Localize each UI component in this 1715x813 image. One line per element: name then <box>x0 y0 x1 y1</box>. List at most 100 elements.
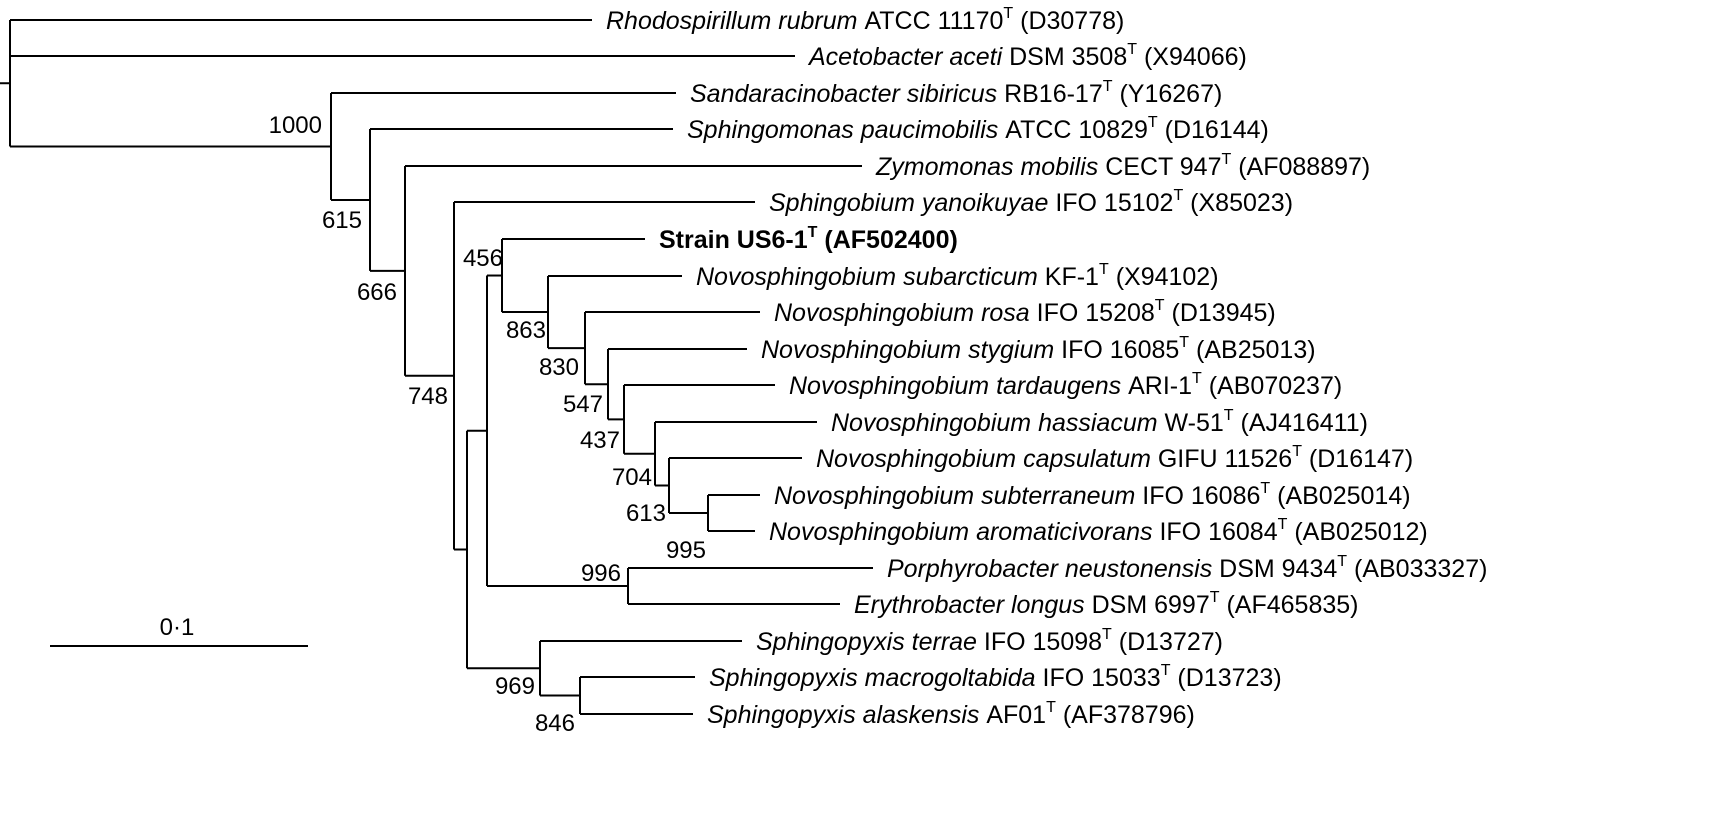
taxon-species: Novosphingobium hassiacum <box>831 409 1165 437</box>
taxon-label-nsubter: Novosphingobium subterraneum IFO 16086T … <box>774 480 1411 510</box>
taxon-strain: AF01 <box>986 701 1046 729</box>
bootstrap-n704: 704 <box>612 464 652 491</box>
taxon-strain: ARI-1 <box>1128 372 1192 400</box>
taxon-species: Zymomonas mobilis <box>875 153 1105 181</box>
taxon-accession: (AF378796) <box>1056 701 1195 729</box>
taxon-species: Sphingobium yanoikuyae <box>769 189 1055 217</box>
type-strain-marker: T <box>1099 261 1109 278</box>
taxon-accession: (D30778) <box>1013 7 1124 35</box>
taxon-strain: ATCC 10829 <box>1005 116 1148 144</box>
taxon-strain: GIFU 11526 <box>1158 445 1292 473</box>
taxon-strain: IFO 16086 <box>1142 482 1260 510</box>
type-strain-marker: T <box>1173 187 1183 204</box>
taxon-strain: W-51 <box>1165 409 1224 437</box>
taxon-accession: (X94066) <box>1137 43 1247 71</box>
taxon-labels: Rhodospirillum rubrum ATCC 11170T (D3077… <box>606 5 1487 729</box>
taxon-label-zymo: Zymomonas mobilis CECT 947T (AF088897) <box>875 151 1370 181</box>
taxon-label-spalas: Sphingopyxis alaskensis AF01T (AF378796) <box>707 699 1195 729</box>
taxon-species: Sphingomonas paucimobilis <box>687 116 1005 144</box>
taxon-label-nsubarc: Novosphingobium subarcticum KF-1T (X9410… <box>696 261 1219 291</box>
taxon-strain: CECT 947 <box>1105 153 1221 181</box>
taxon-label-nhass: Novosphingobium hassiacum W-51T (AJ41641… <box>831 407 1368 437</box>
bootstrap-n748: 748 <box>408 383 448 410</box>
taxon-strain: IFO 15098 <box>984 628 1102 656</box>
taxon-species: Novosphingobium tardaugens <box>789 372 1128 400</box>
taxon-strain: IFO 15033 <box>1043 664 1161 692</box>
taxon-species: Rhodospirillum rubrum <box>606 7 864 35</box>
taxon-strain: DSM 9434 <box>1219 555 1337 583</box>
type-strain-marker: T <box>1003 5 1013 22</box>
taxon-strain: Strain US6-1 <box>659 226 808 254</box>
taxon-accession: (X85023) <box>1183 189 1293 217</box>
taxon-accession: (AB025014) <box>1270 482 1410 510</box>
type-strain-marker: T <box>1224 407 1234 424</box>
type-strain-marker: T <box>1337 553 1347 570</box>
taxon-accession: (AF502400) <box>817 226 957 254</box>
taxon-label-us6: Strain US6-1T (AF502400) <box>659 224 958 254</box>
type-strain-marker: T <box>1260 480 1270 497</box>
taxon-accession: (X94102) <box>1109 263 1219 291</box>
taxon-accession: (AF088897) <box>1231 153 1370 181</box>
taxon-strain: IFO 15102 <box>1055 189 1173 217</box>
taxon-species: Sphingopyxis terrae <box>756 628 984 656</box>
type-strain-marker: T <box>1179 334 1189 351</box>
bootstrap-n547: 547 <box>563 391 603 418</box>
taxon-strain: IFO 15208 <box>1037 299 1155 327</box>
type-strain-marker: T <box>1292 443 1302 460</box>
bootstrap-n996: 996 <box>581 560 621 587</box>
taxon-label-ncaps: Novosphingobium capsulatum GIFU 11526T (… <box>816 443 1413 473</box>
tree-branches <box>0 19 873 715</box>
scale-bar: 0·1 <box>50 614 308 647</box>
taxon-label-sphyan: Sphingobium yanoikuyae IFO 15102T (X8502… <box>769 187 1293 217</box>
type-strain-marker: T <box>1161 662 1171 679</box>
taxon-species: Sandaracinobacter sibiricus <box>690 80 1004 108</box>
taxon-label-nstyg: Novosphingobium stygium IFO 16085T (AB25… <box>761 334 1316 364</box>
type-strain-marker: T <box>1046 699 1056 716</box>
taxon-strain: KF-1 <box>1045 263 1099 291</box>
taxon-accession: (D13945) <box>1165 299 1276 327</box>
taxon-accession: (AB033327) <box>1347 555 1487 583</box>
type-strain-marker: T <box>1103 78 1113 95</box>
taxon-label-narom: Novosphingobium aromaticivorans IFO 1608… <box>769 516 1428 546</box>
taxon-strain: DSM 3508 <box>1009 43 1127 71</box>
scale-bar-label: 0·1 <box>160 614 195 641</box>
taxon-accession: (AF465835) <box>1220 591 1359 619</box>
bootstrap-n846: 846 <box>535 710 575 737</box>
bootstrap-n1000: 1000 <box>269 112 322 139</box>
taxon-label-nrosa: Novosphingobium rosa IFO 15208T (D13945) <box>774 297 1276 327</box>
bootstrap-n456: 456 <box>463 245 503 272</box>
taxon-strain: DSM 6997 <box>1092 591 1210 619</box>
type-strain-marker: T <box>808 224 818 241</box>
taxon-species: Novosphingobium subarcticum <box>696 263 1045 291</box>
taxon-label-ntard: Novosphingobium tardaugens ARI-1T (AB070… <box>789 370 1342 400</box>
bootstrap-n995: 995 <box>666 537 706 564</box>
bootstrap-n863: 863 <box>506 317 546 344</box>
taxon-accession: (AB025012) <box>1287 518 1427 546</box>
taxon-species: Novosphingobium subterraneum <box>774 482 1142 510</box>
type-strain-marker: T <box>1127 41 1137 58</box>
bootstrap-n969: 969 <box>495 673 535 700</box>
taxon-accession: (Y16267) <box>1113 80 1223 108</box>
taxon-species: Porphyrobacter neustonensis <box>887 555 1219 583</box>
taxon-label-aceto: Acetobacter aceti DSM 3508T (X94066) <box>807 41 1247 71</box>
type-strain-marker: T <box>1102 626 1112 643</box>
taxon-species: Sphingopyxis alaskensis <box>707 701 986 729</box>
taxon-strain: ATCC 11170 <box>864 7 1003 35</box>
taxon-species: Sphingopyxis macrogoltabida <box>709 664 1043 692</box>
taxon-species: Novosphingobium rosa <box>774 299 1037 327</box>
taxon-label-sphpau: Sphingomonas paucimobilis ATCC 10829T (D… <box>687 114 1269 144</box>
taxon-species: Novosphingobium aromaticivorans <box>769 518 1159 546</box>
taxon-species: Acetobacter aceti <box>807 43 1009 71</box>
taxon-label-porph: Porphyrobacter neustonensis DSM 9434T (A… <box>887 553 1487 583</box>
type-strain-marker: T <box>1192 370 1202 387</box>
taxon-label-spmacro: Sphingopyxis macrogoltabida IFO 15033T (… <box>709 662 1282 692</box>
type-strain-marker: T <box>1278 516 1288 533</box>
taxon-accession: (D13727) <box>1112 628 1223 656</box>
bootstrap-n830: 830 <box>539 354 579 381</box>
taxon-strain: IFO 16085 <box>1061 336 1179 364</box>
taxon-accession: (D13723) <box>1170 664 1281 692</box>
type-strain-marker: T <box>1222 151 1232 168</box>
taxon-accession: (AB070237) <box>1202 372 1342 400</box>
